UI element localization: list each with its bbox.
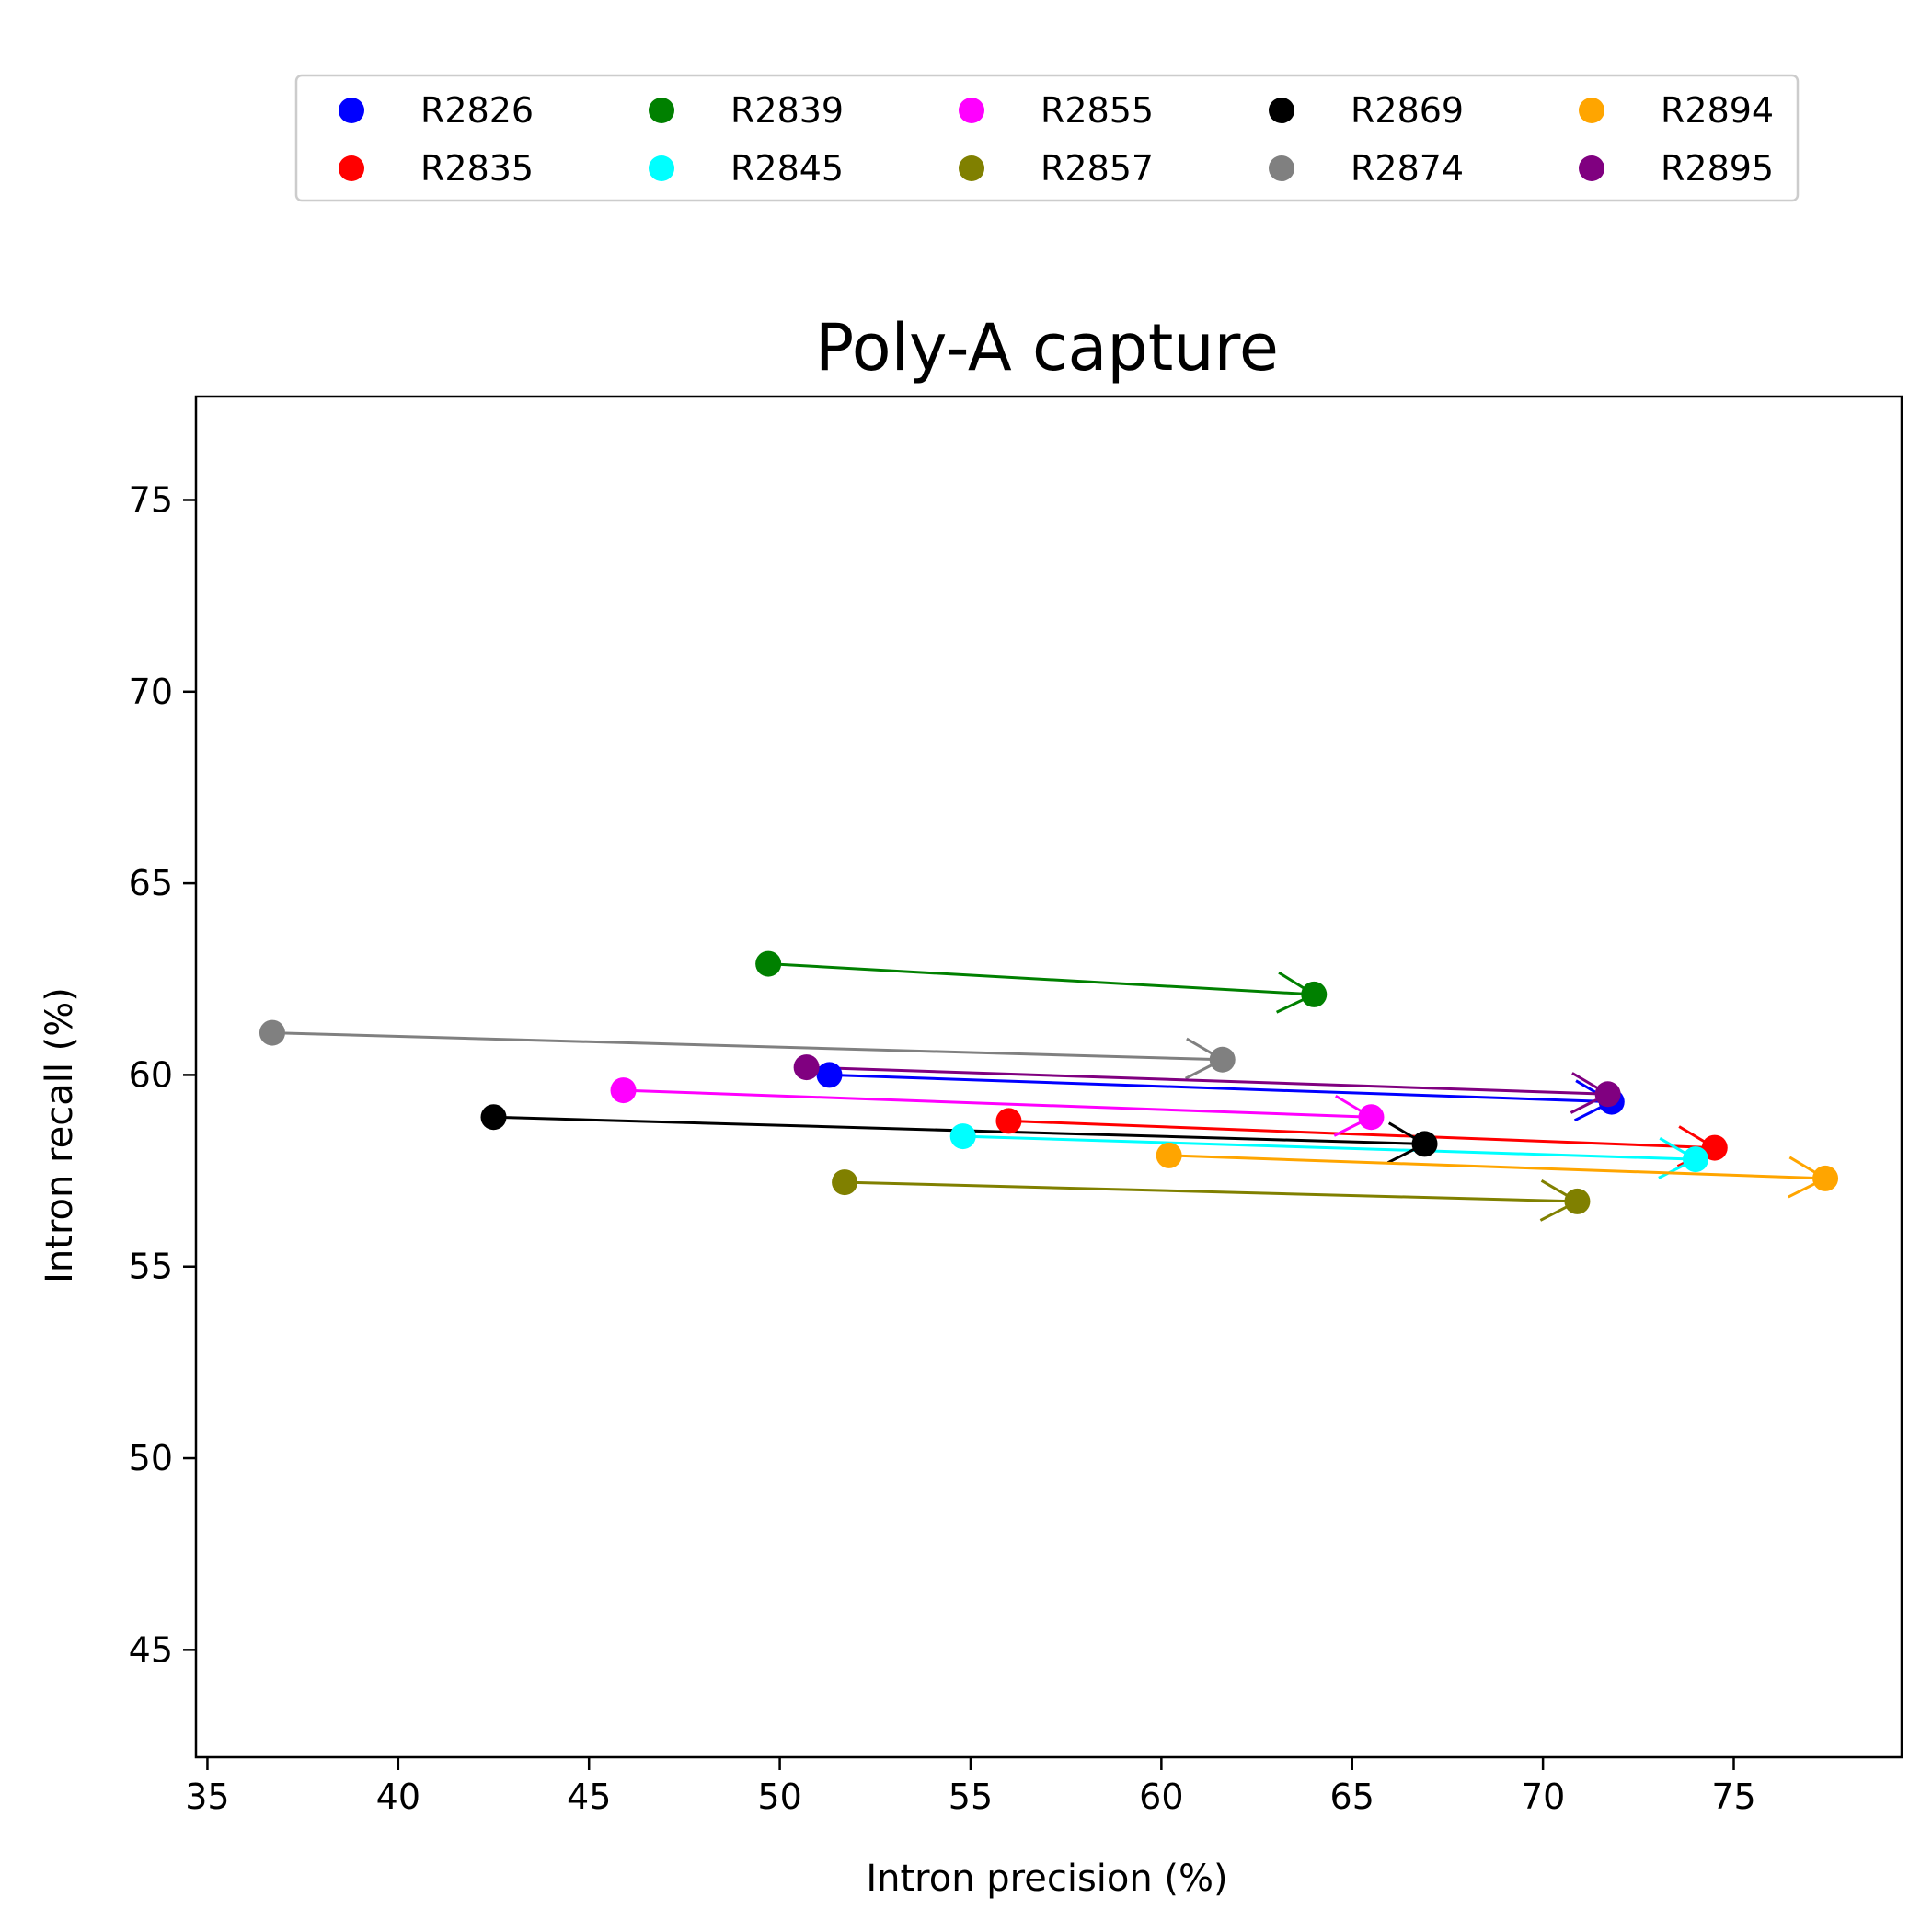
y-tick-label: 50 [129,1438,173,1478]
point-start-R2857 [832,1169,858,1196]
arrow-R2874 [271,1031,1223,1062]
legend-marker-R2894 [1579,98,1604,123]
point-end-R2874 [1209,1046,1236,1073]
arrow-R2895 [806,1065,1608,1096]
x-tick-label: 45 [567,1777,611,1817]
legend-label-R2869: R2869 [1351,90,1464,131]
x-tick-label: 75 [1711,1777,1755,1817]
x-tick-label: 40 [376,1777,420,1817]
legend-marker-R2857 [959,155,984,181]
point-start-R2855 [610,1077,637,1104]
arrow-R2857 [845,1180,1578,1203]
legend-marker-R2835 [339,155,364,181]
arrow-R2839 [768,962,1315,996]
legend-label-R2839: R2839 [730,90,844,131]
point-start-R2839 [755,950,782,977]
arrow-R2845 [962,1134,1696,1161]
arrow-R2835 [1008,1119,1715,1150]
arrow-R2826 [829,1073,1612,1104]
x-tick-label: 65 [1330,1777,1374,1817]
arrow-layer [271,962,1829,1222]
legend-marker-R2855 [959,98,984,123]
chart-title: Poly-A capture [815,310,1279,385]
x-tick-label: 55 [949,1777,993,1817]
y-axis-label: Intron recall (%) [39,987,81,1283]
point-end-R2895 [1594,1081,1621,1108]
legend-marker-R2845 [649,155,674,181]
y-tick-label: 60 [129,1054,173,1095]
x-tick-label: 60 [1139,1777,1183,1817]
legend: R2826 R2835 R2839 R2845 R2855 R2857 R2869 R2874… [294,74,1800,202]
legend-label-R2874: R2874 [1351,148,1464,189]
y-tick-label: 65 [129,863,173,903]
legend-marker-R2826 [339,98,364,123]
y-tick-label: 75 [129,479,173,520]
y-tick-label: 55 [129,1247,173,1287]
legend-label-R2835: R2835 [420,148,534,189]
point-end-R2894 [1812,1165,1839,1191]
legend-label-R2895: R2895 [1661,148,1774,189]
legend-label-R2894: R2894 [1661,90,1774,131]
point-end-R2835 [1701,1134,1728,1161]
point-start-R2894 [1156,1142,1182,1168]
point-end-R2857 [1564,1188,1591,1214]
legend-label-R2857: R2857 [1041,148,1154,189]
plot-area: 35 40 45 50 55 60 65 70 75 45 50 55 60 65 70 75 [129,395,1903,1817]
y-tick-label: 70 [129,672,173,712]
arrow-R2855 [623,1088,1372,1119]
marker-layer [259,950,1839,1214]
point-start-R2895 [793,1054,820,1081]
point-start-R2874 [259,1019,285,1046]
legend-label-R2855: R2855 [1041,90,1154,131]
legend-label-R2826: R2826 [420,90,534,131]
point-end-R2869 [1411,1131,1438,1157]
point-end-R2845 [1683,1146,1709,1173]
legend-marker-R2839 [649,98,674,123]
x-tick-label: 35 [185,1777,229,1817]
point-start-R2869 [480,1104,507,1131]
legend-marker-R2874 [1269,155,1294,181]
point-end-R2839 [1301,981,1328,1007]
x-tick-label: 70 [1521,1777,1565,1817]
plot-frame [194,395,1903,1759]
legend-label-R2845: R2845 [730,148,844,189]
x-tick-label: 50 [757,1777,801,1817]
point-end-R2855 [1358,1104,1385,1131]
legend-marker-R2895 [1579,155,1604,181]
point-start-R2835 [995,1108,1022,1134]
legend-marker-R2869 [1269,98,1294,123]
y-tick-label: 45 [129,1629,173,1670]
point-start-R2845 [949,1123,976,1150]
point-start-R2826 [816,1062,843,1088]
arrow-R2894 [1168,1154,1826,1180]
x-axis-label: Intron precision (%) [866,1857,1227,1900]
